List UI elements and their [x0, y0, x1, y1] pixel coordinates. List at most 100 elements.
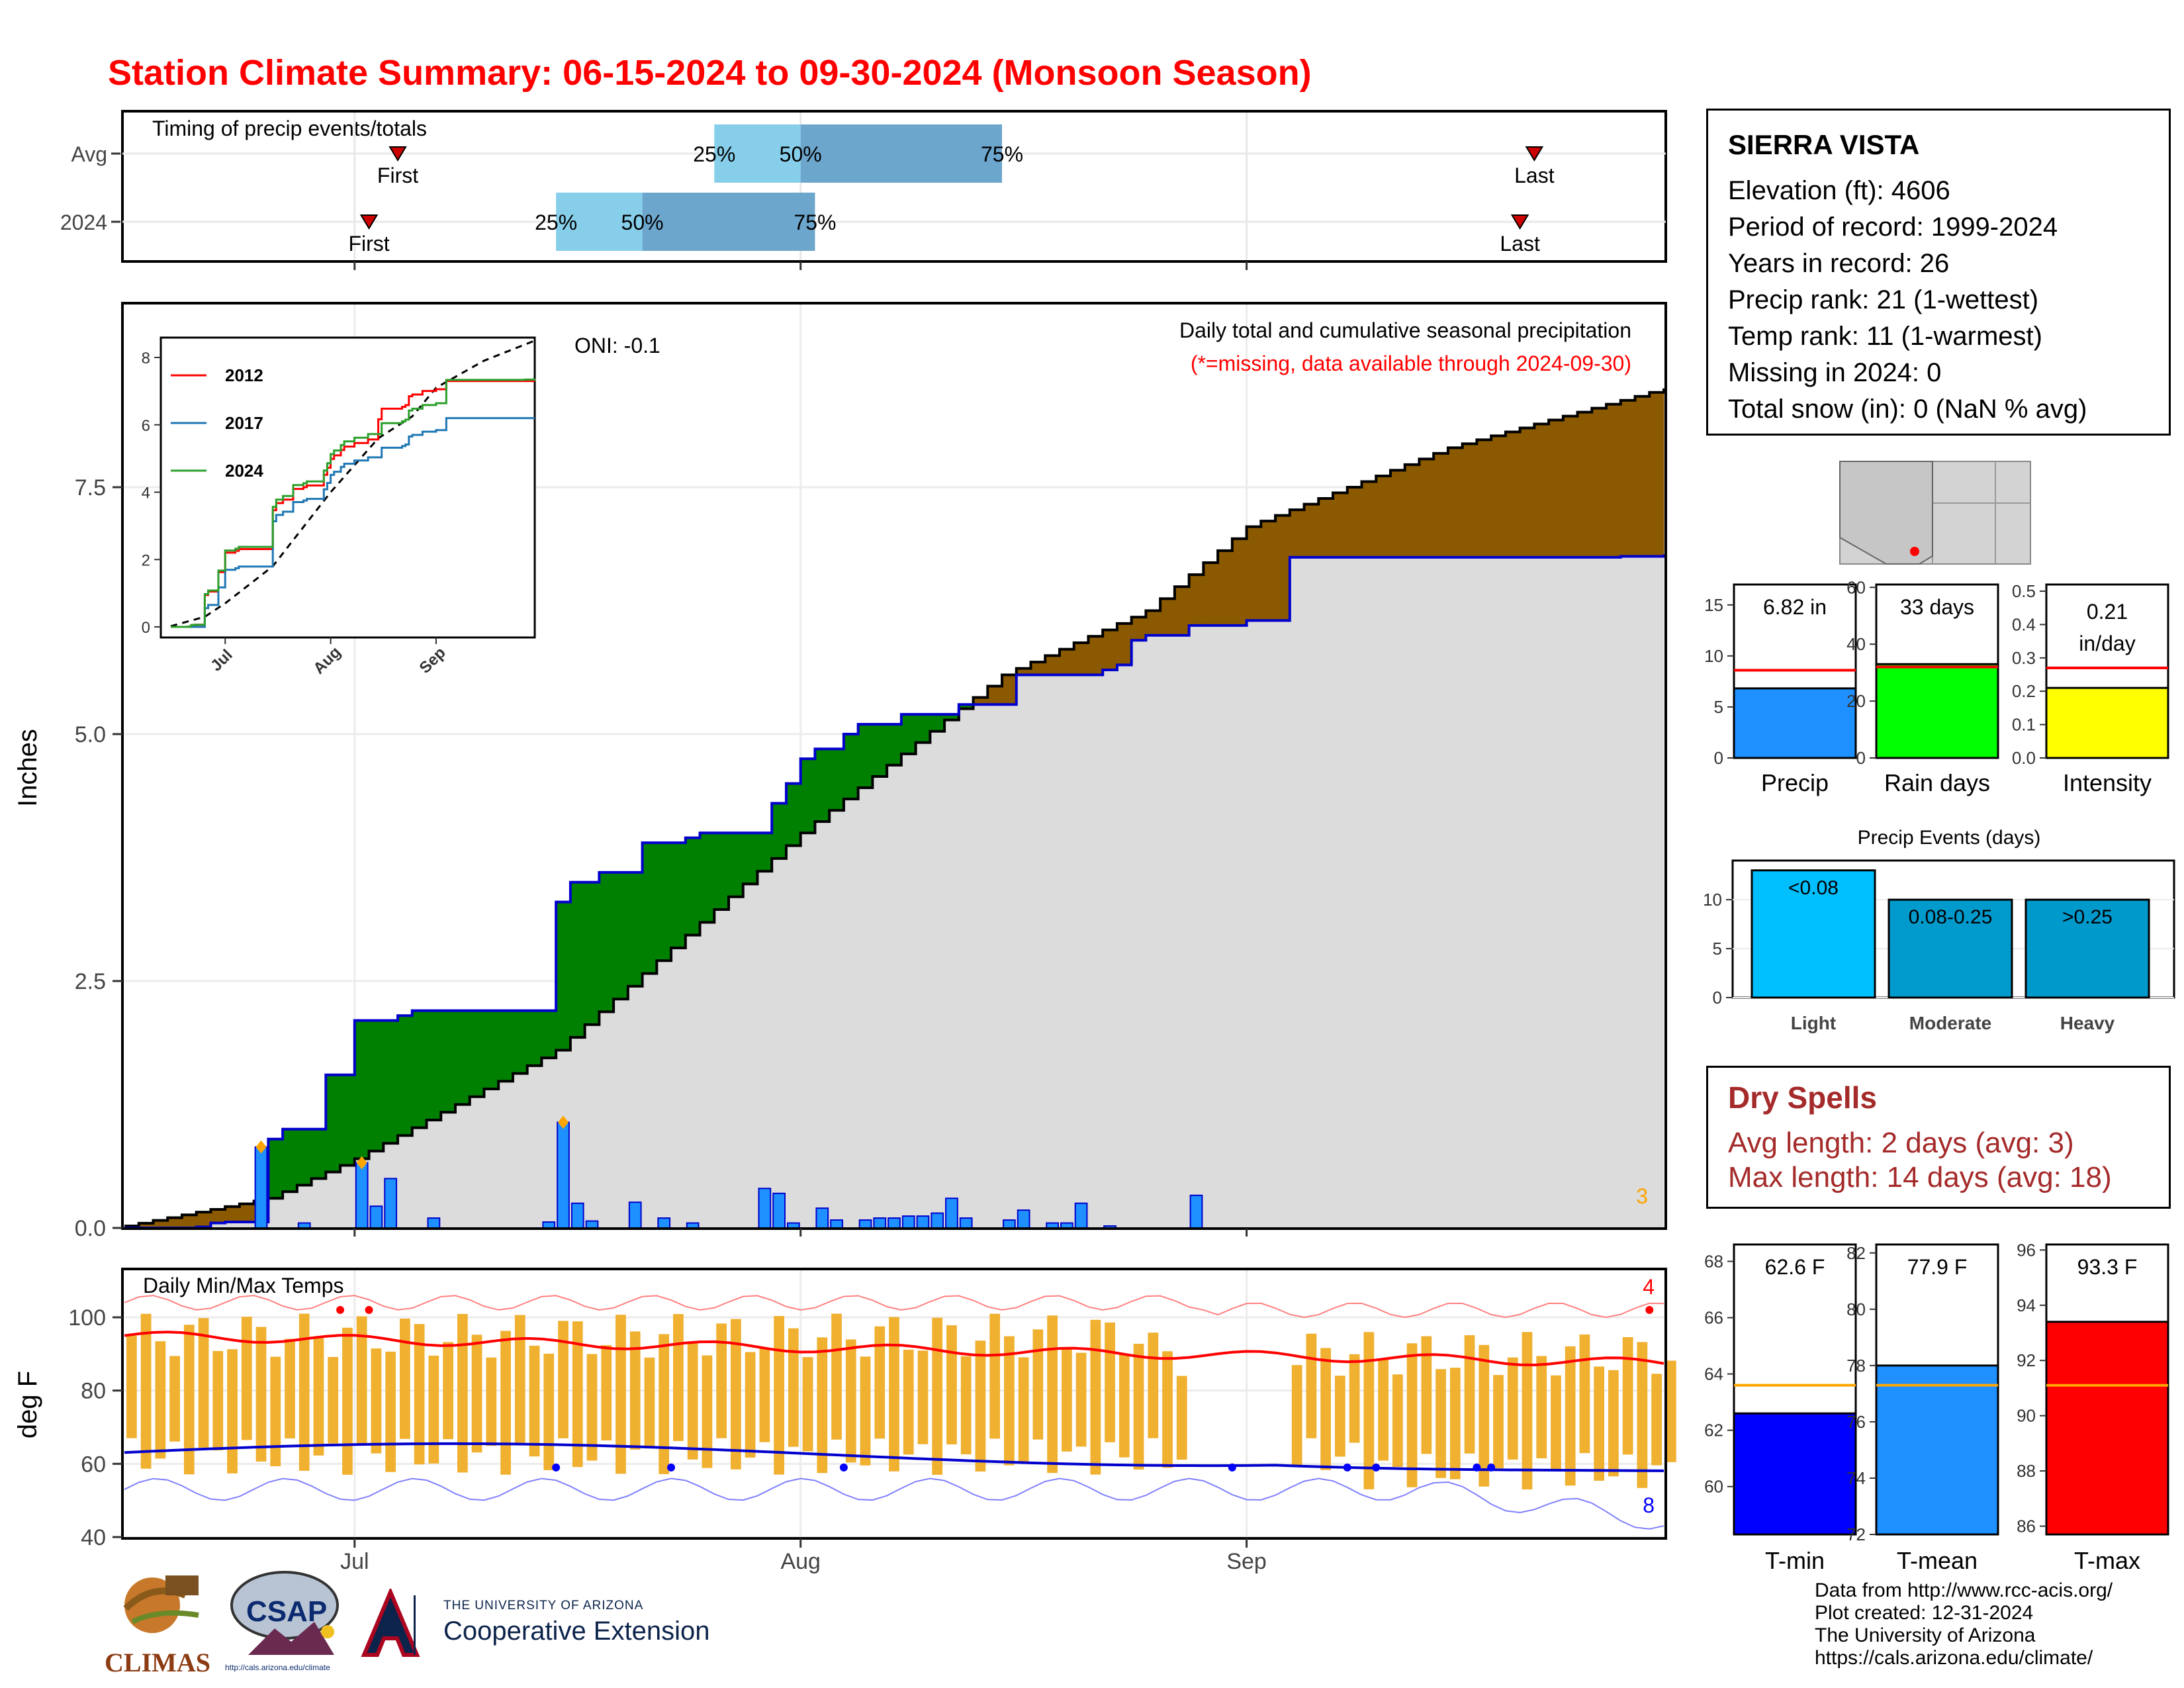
precip-deficit-area: [1620, 400, 1636, 557]
summary-bar-tick-label: 0.1: [2012, 715, 2036, 735]
temp-bar-tick-label: 90: [2017, 1406, 2036, 1426]
daily-temp-bar: [1579, 1334, 1590, 1454]
timing-row-label: 2024: [60, 211, 107, 234]
precip-surplus-area: [412, 1010, 428, 1128]
summary-bar-value: 6.82 in: [1763, 595, 1827, 619]
inset-2017-line: [171, 417, 535, 628]
precip-deficit-area: [1160, 598, 1175, 635]
daily-temp-bar: [140, 1313, 152, 1469]
daily-precip-bar: [815, 1207, 829, 1229]
temp-y-tick-label: 100: [68, 1305, 106, 1331]
daily-precip-bar: [772, 1192, 786, 1229]
daily-temp-bar: [126, 1335, 137, 1438]
daily-temp-bar: [1162, 1351, 1173, 1468]
precip-annotation-title: Daily total and cumulative seasonal prec…: [1179, 318, 1631, 342]
daily-temp-bar: [817, 1337, 828, 1474]
record-precip-marker: [558, 1115, 569, 1129]
daily-temp-bar: [1004, 1336, 1015, 1466]
precip-deficit-area: [1376, 475, 1391, 557]
daily-precip-bar: [628, 1201, 642, 1229]
summary-bar-tick-label: 40: [1846, 634, 1866, 654]
daily-temp-bar: [255, 1327, 267, 1462]
precip-y-label: Inches: [13, 729, 42, 807]
daily-temp-bar: [558, 1321, 569, 1438]
daily-temp-bar: [1105, 1322, 1115, 1442]
ua-logo-big-text: Cooperative Extension: [443, 1617, 710, 1646]
daily-temp-bar: [183, 1325, 195, 1475]
daily-precip-bar: [758, 1188, 772, 1229]
temp-panel: Daily Min/Max Temps 4 8 40 60 80 100 Jul Aug…: [13, 1268, 1676, 1574]
inset-y-tick-label: 6: [142, 417, 150, 435]
daily-precip-bar: [297, 1222, 311, 1229]
daily-temp-bar: [1536, 1356, 1547, 1459]
logos-strip: CLIMAS CSAP http://cals.arizona.edu/clim…: [99, 1569, 735, 1681]
dry-spells-title: Dry Spells: [1728, 1080, 1877, 1115]
precip-surplus-area: [930, 714, 945, 731]
precip-deficit-area: [1404, 464, 1420, 557]
precip-deficit-area: [1491, 436, 1506, 557]
station-location-marker: [1910, 547, 1919, 556]
daily-temp-bar: [1363, 1332, 1375, 1489]
precip-y-tick-label: 2.5: [75, 969, 106, 994]
daily-temp-bar: [1522, 1332, 1533, 1490]
daily-temp-bar: [586, 1354, 598, 1461]
events-bar-category: Moderate: [1909, 1013, 1991, 1033]
dry-spells-box: Dry Spells Avg length: 2 days (avg: 3) M…: [1706, 1066, 2171, 1209]
temp-bar-tick-label: 66: [1704, 1308, 1723, 1328]
summary-bar-value-line1: 0.21: [2087, 600, 2128, 624]
daily-temp-bar: [457, 1313, 468, 1473]
precip-deficit-area: [1318, 498, 1334, 557]
precip-deficit-area: [973, 697, 988, 705]
daily-temp-bar: [932, 1317, 943, 1475]
summary-bar-tick-label: 0: [1714, 748, 1723, 768]
precip-deficit-area: [1347, 487, 1362, 557]
precip-deficit-area: [1304, 504, 1319, 557]
precip-y-tick-label: 0.0: [75, 1216, 106, 1241]
temp-x-tick-label: Jul: [340, 1549, 369, 1574]
temp-bar-tick-label: 86: [2017, 1516, 2036, 1536]
record-low-marker: [1372, 1463, 1381, 1472]
precip-surplus-area: [512, 1010, 528, 1074]
daily-precip-bar: [959, 1217, 973, 1229]
daily-temp-bar: [155, 1341, 166, 1459]
precip-deficit-area: [239, 1203, 255, 1223]
daily-precip-bar: [873, 1217, 887, 1229]
climas-logo-text: CLIMAS: [105, 1648, 211, 1677]
record-low-marker: [1487, 1463, 1496, 1472]
precip-deficit-area: [1146, 610, 1161, 635]
precip-deficit-area: [196, 1212, 211, 1227]
precip-surplus-area: [743, 833, 758, 884]
daily-temp-bar: [629, 1331, 641, 1450]
record-low-marker: [1473, 1463, 1481, 1472]
summary-bar-tick-label: 0.0: [2012, 748, 2036, 768]
precip-surplus-area: [498, 1010, 514, 1082]
inset-y-tick-label: 2: [142, 551, 150, 569]
page-title: Station Climate Summary: 06-15-2024 to 0…: [108, 53, 1312, 93]
daily-temp-bar: [529, 1345, 540, 1457]
daily-temp-bar: [313, 1338, 324, 1456]
precip-surplus-area: [829, 749, 844, 811]
temp-y-tick-label: 60: [81, 1452, 106, 1477]
precip-surplus-area: [729, 833, 744, 897]
timing-first-marker: [359, 214, 379, 230]
precip-deficit-area: [1333, 492, 1348, 557]
temp-bar-tick-label: 88: [2017, 1461, 2036, 1481]
daily-precip-bar: [887, 1217, 901, 1229]
timing-last-marker: [1510, 214, 1529, 230]
record-low-marker: [552, 1463, 561, 1472]
precip-surplus-area: [484, 1010, 499, 1090]
daily-temp-bar: [1651, 1374, 1662, 1466]
temp-bar-tick-label: 74: [1846, 1468, 1866, 1488]
precip-deficit-area: [1635, 396, 1650, 557]
record-low-marker: [1228, 1463, 1236, 1472]
precip-surplus-area: [671, 843, 686, 948]
daily-precip-bar: [542, 1221, 556, 1229]
csap-logo-text: CSAP: [246, 1595, 328, 1628]
summary-bar-value-line2: in/day: [2079, 632, 2135, 655]
precip-surplus-area: [843, 734, 859, 800]
precip-surplus-area: [901, 714, 917, 754]
temp-y-tick-label: 80: [81, 1379, 106, 1404]
events-bar-range: >0.25: [2062, 906, 2113, 928]
precip-surplus-area: [556, 902, 571, 1051]
